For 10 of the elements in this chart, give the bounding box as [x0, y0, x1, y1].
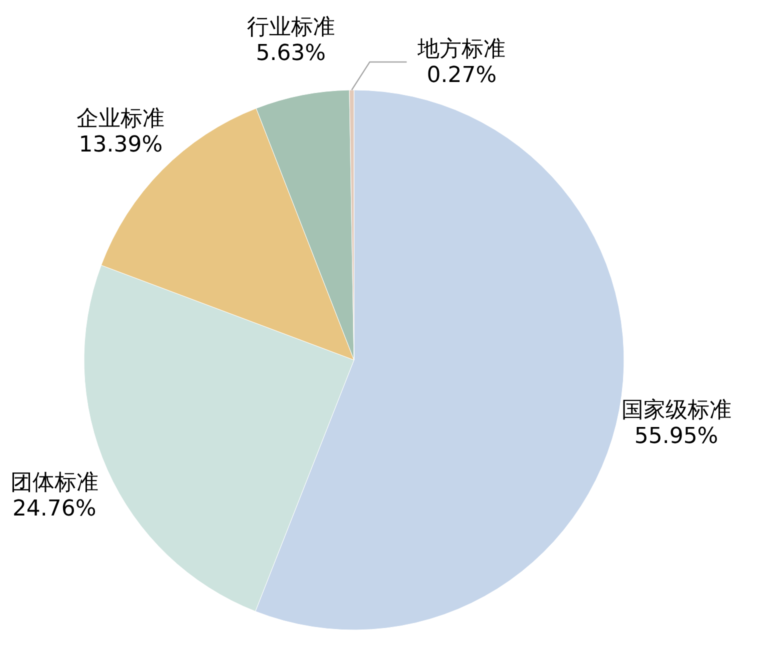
- slice-label: 企业标准: [76, 106, 165, 132]
- data-label: 55.95%: [634, 424, 718, 449]
- slice-label: 地方标准: [416, 37, 506, 62]
- slice-label: 国家级标准: [621, 398, 732, 423]
- data-label: 24.76%: [12, 496, 96, 522]
- data-label: 0.27%: [426, 63, 497, 88]
- data-label: 13.39%: [78, 132, 163, 158]
- slice-label: 团体标准: [10, 470, 98, 496]
- slice-label: 行业标准: [246, 15, 335, 40]
- data-label: 5.63%: [256, 41, 326, 66]
